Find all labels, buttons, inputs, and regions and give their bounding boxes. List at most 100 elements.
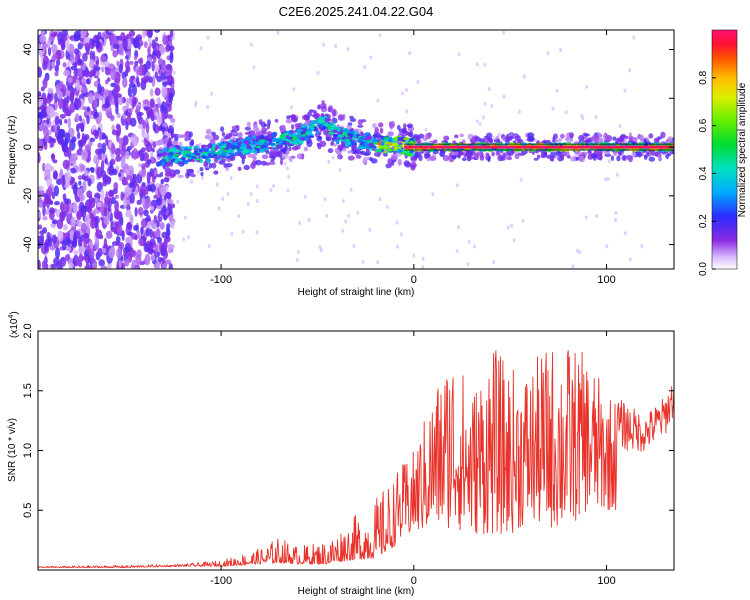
heatmap-cell — [65, 254, 70, 261]
heatmap-cell — [221, 196, 225, 201]
heatmap-cell — [534, 143, 539, 146]
heatmap-cell — [255, 127, 260, 133]
heatmap-cell — [89, 58, 95, 69]
heatmap-cell — [254, 150, 258, 154]
heatmap-cell — [253, 124, 258, 129]
heatmap-cell — [595, 214, 599, 218]
heatmap-cell — [317, 119, 324, 124]
heatmap-cell — [285, 166, 289, 171]
heatmap-cell — [167, 114, 173, 120]
heatmap-cell — [201, 175, 204, 180]
heatmap-cell — [382, 138, 389, 142]
heatmap-cell — [411, 145, 414, 149]
snr-scale-factor: (x104) — [8, 311, 20, 338]
heatmap-cell — [201, 155, 207, 159]
heatmap-cell — [123, 251, 130, 257]
heatmap-cell — [576, 248, 579, 253]
heatmap-cell — [473, 244, 476, 249]
heatmap-cell — [83, 170, 90, 177]
heatmap-cell — [219, 145, 227, 149]
heatmap-cell — [168, 262, 173, 269]
heatmap-cell — [255, 199, 259, 203]
heatmap-cell — [162, 34, 169, 46]
heatmap-cell — [296, 258, 299, 262]
heatmap-cell — [38, 111, 45, 118]
heatmap-cell — [102, 247, 106, 254]
heatmap-cell — [362, 158, 368, 165]
heatmap-cell — [237, 214, 241, 219]
heatmap-cell — [208, 151, 215, 154]
heatmap-cell — [246, 201, 250, 206]
heatmap-cell — [421, 265, 425, 269]
heatmap-cell — [315, 130, 319, 136]
heatmap-cell — [139, 184, 147, 195]
heatmap-cell — [415, 145, 419, 149]
heatmap-cell — [83, 37, 90, 45]
heatmap-cell — [485, 152, 490, 156]
heatmap-cell — [51, 44, 58, 53]
heatmap-cell — [96, 181, 103, 193]
heatmap-cell — [176, 199, 180, 204]
y-tick-label: 20 — [22, 92, 34, 104]
heatmap-cell — [451, 155, 457, 160]
heatmap-cell — [329, 122, 336, 125]
heatmap-cell — [330, 126, 335, 131]
heatmap-cell — [39, 34, 47, 44]
heatmap-cell — [442, 155, 450, 162]
heatmap-cell — [104, 90, 110, 97]
heatmap-cell — [160, 171, 164, 176]
heatmap-cell — [356, 210, 360, 215]
heatmap-cell — [376, 260, 380, 265]
heatmap-cell — [529, 145, 532, 149]
heatmap-cell — [133, 37, 140, 49]
heatmap-cell — [450, 145, 453, 149]
heatmap-cell — [127, 165, 135, 176]
chart-title: C2E6.2025.241.04.22.G04 — [279, 4, 434, 19]
heatmap-cell — [142, 99, 149, 105]
snr-ylabel: SNR (10 * v/v) — [7, 418, 18, 482]
heatmap-cell — [167, 125, 175, 136]
heatmap-cell — [496, 145, 500, 149]
heatmap-cell — [62, 174, 66, 187]
heatmap-cell — [127, 86, 132, 98]
heatmap-cell — [198, 158, 204, 163]
heatmap-cell — [591, 145, 594, 149]
heatmap-cell — [660, 131, 666, 139]
heatmap-cell — [482, 145, 486, 149]
heatmap-cell — [346, 138, 350, 141]
heatmap-cell — [190, 179, 194, 184]
heatmap-cell — [471, 136, 475, 142]
heatmap-cell — [103, 216, 110, 226]
heatmap-cell — [619, 135, 625, 142]
heatmap-cell — [194, 150, 199, 153]
heatmap-cell — [577, 145, 581, 149]
heatmap-cell — [93, 98, 98, 110]
heatmap-cell — [66, 95, 70, 104]
heatmap-cell — [148, 43, 152, 48]
heatmap-cell — [331, 155, 335, 160]
heatmap-cell — [156, 75, 163, 83]
heatmap-cell — [570, 156, 576, 162]
heatmap-cell — [153, 194, 159, 199]
heatmap-cell — [578, 134, 584, 142]
heatmap-cell — [408, 51, 412, 56]
heatmap-cell — [561, 145, 564, 149]
heatmap-cell — [313, 112, 321, 118]
heatmap-cell — [497, 132, 501, 137]
heatmap-cell — [84, 42, 90, 51]
heatmap-cell — [425, 145, 428, 149]
heatmap-cell — [332, 109, 337, 117]
heatmap-cell — [160, 151, 167, 157]
heatmap-cell — [151, 60, 155, 72]
heatmap-cell — [82, 52, 88, 62]
heatmap-cell — [305, 132, 310, 136]
heatmap-cell — [123, 197, 127, 209]
heatmap-cell — [141, 163, 146, 170]
heatmap-cell — [59, 211, 66, 222]
heatmap-cell — [73, 48, 80, 55]
heatmap-cell — [468, 145, 472, 149]
heatmap-cell — [152, 121, 156, 132]
heatmap-cell — [246, 121, 251, 128]
heatmap-cell — [50, 106, 55, 118]
heatmap-cell — [341, 199, 345, 203]
